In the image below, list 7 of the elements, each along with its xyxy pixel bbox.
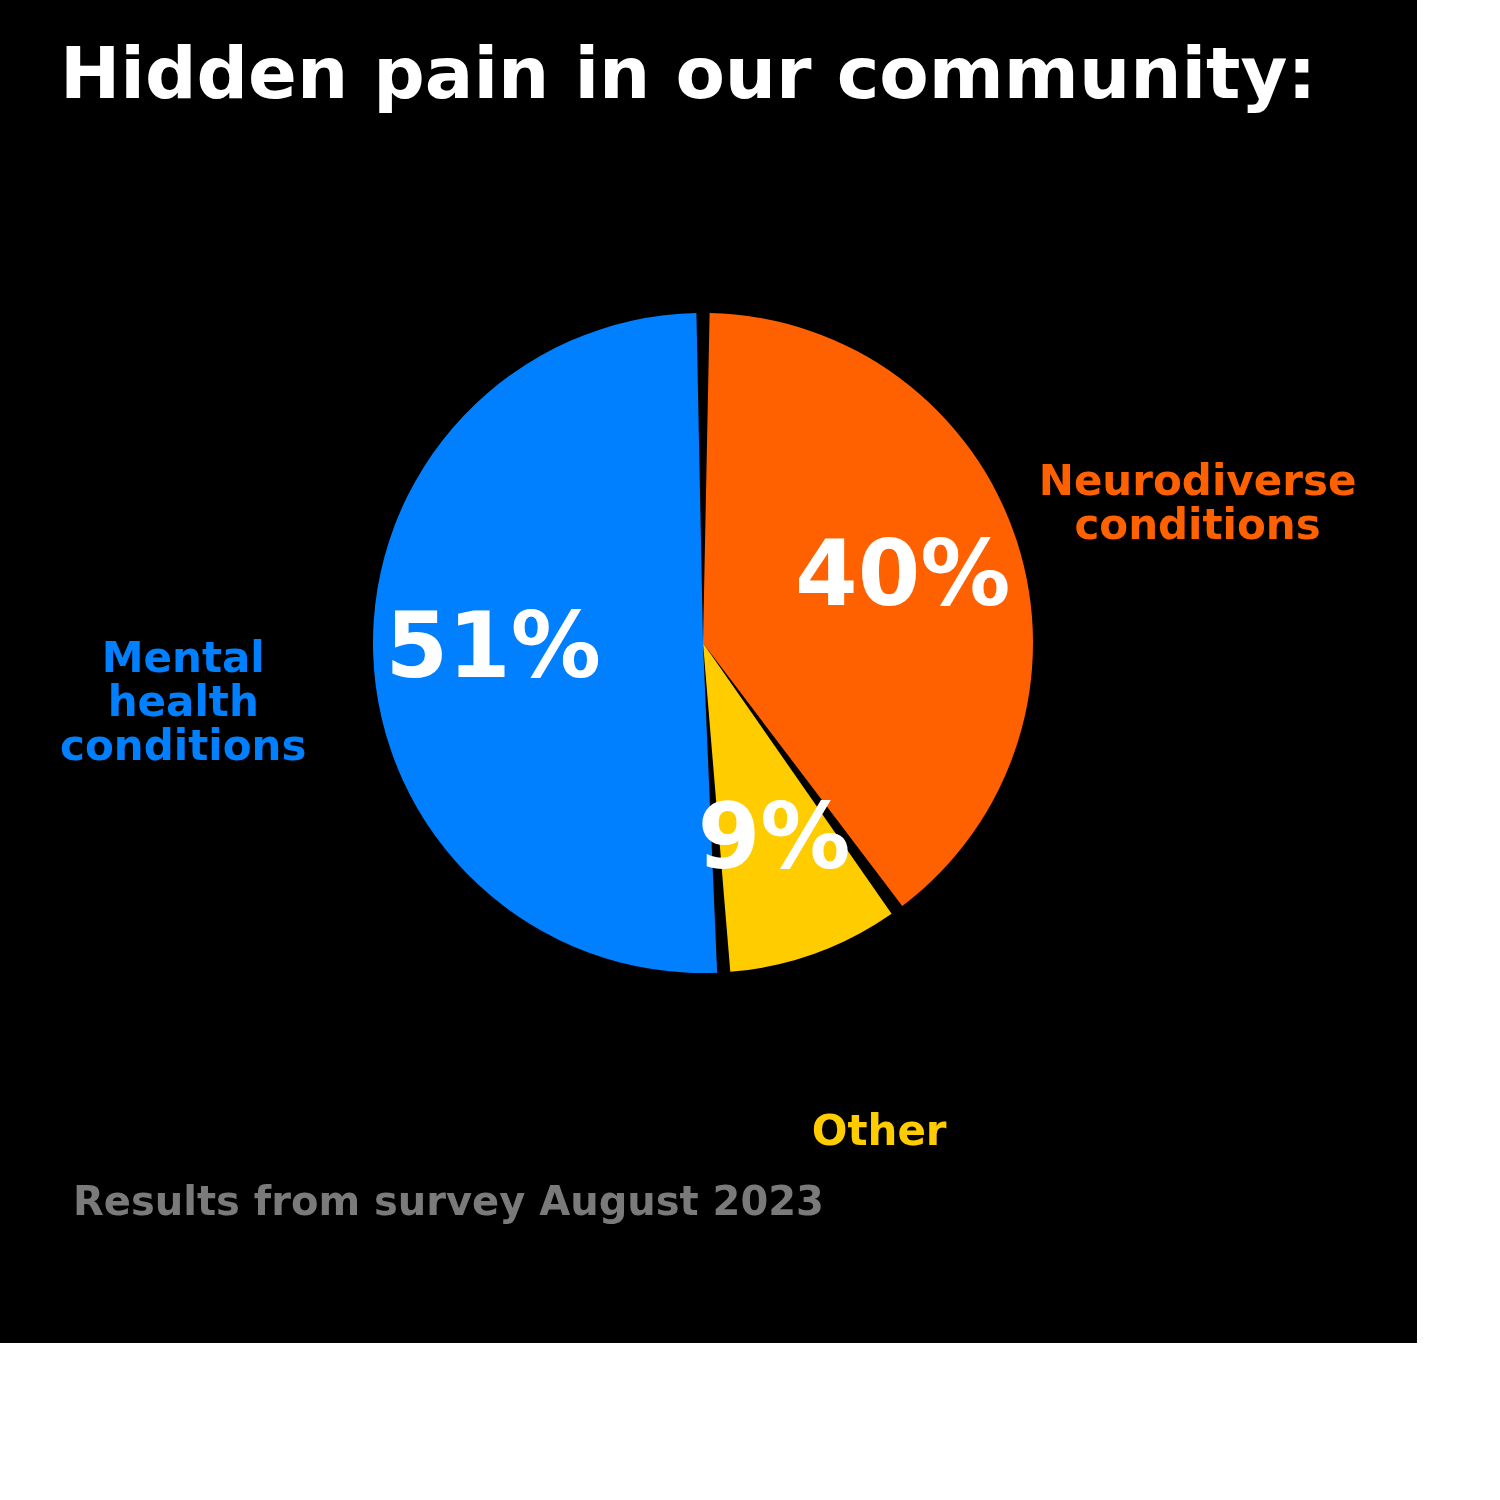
slice-label: Neurodiverse conditions <box>1038 456 1357 550</box>
slice-label: Mental health conditions <box>60 633 307 771</box>
data-label: 40% <box>795 521 1011 627</box>
chart-title: Hidden pain in our community: <box>60 31 1317 115</box>
data-label: 51% <box>385 592 601 698</box>
slice-label: Other <box>811 1106 947 1156</box>
text: Results from survey August 2023 <box>73 1178 824 1224</box>
